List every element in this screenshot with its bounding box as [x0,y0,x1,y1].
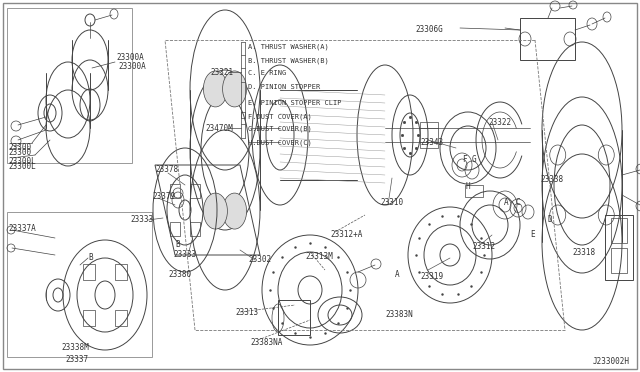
Text: 23302: 23302 [248,255,271,264]
Ellipse shape [204,71,227,107]
Text: 23310: 23310 [380,198,403,207]
Text: 23338M: 23338M [61,343,89,352]
Text: 23379: 23379 [152,192,175,201]
Bar [420,122,438,148]
Text: E: E [530,230,534,239]
Bar [115,264,127,280]
Bar [7,212,152,357]
Text: 23300L: 23300L [8,157,36,167]
Bar [465,185,483,197]
Text: 23321: 23321 [210,68,233,77]
Text: 23378: 23378 [155,165,178,174]
Text: H.DUST COVER(C): H.DUST COVER(C) [248,140,312,147]
Bar [115,310,127,326]
Text: D. PINION STOPPER: D. PINION STOPPER [248,84,320,90]
Text: 23300L: 23300L [8,162,36,171]
Text: 23343: 23343 [420,138,443,147]
Text: B: B [175,240,180,249]
Bar [170,184,180,198]
Text: 23312: 23312 [472,242,495,251]
Text: 23300A: 23300A [118,62,146,71]
Text: 23319: 23319 [420,272,443,281]
Text: 23383NA: 23383NA [250,338,282,347]
Text: G.DUST COVER(B): G.DUST COVER(B) [248,126,312,132]
Text: 23318: 23318 [572,248,595,257]
Bar [190,184,200,198]
Text: 23313: 23313 [235,308,258,317]
Bar [170,222,180,236]
Bar [520,18,575,60]
Bar [611,248,627,273]
Text: 23337: 23337 [65,355,88,364]
Bar [611,218,627,243]
Bar [190,222,200,236]
Text: F.DUST COVER(A): F.DUST COVER(A) [248,114,312,121]
Bar [83,310,95,326]
Text: J233002H: J233002H [593,357,630,366]
Text: 23313M: 23313M [305,252,333,261]
Text: C: C [516,198,520,207]
Text: 23322: 23322 [488,118,511,127]
Text: 23306G: 23306G [415,25,443,34]
Text: D: D [548,215,552,224]
Text: 23300: 23300 [8,148,31,157]
Text: 23333: 23333 [173,250,196,259]
Ellipse shape [223,71,246,107]
Ellipse shape [204,193,227,229]
Text: 23333: 23333 [130,215,153,224]
Text: E. PINION STOPPER CLIP: E. PINION STOPPER CLIP [248,100,342,106]
Bar [278,300,310,335]
Text: F: F [462,155,467,164]
Text: B. THRUST WASHER(B): B. THRUST WASHER(B) [248,57,329,64]
Text: 23300A: 23300A [116,54,144,62]
Ellipse shape [223,193,246,229]
Text: C. E RING: C. E RING [248,70,286,76]
Bar [7,8,132,163]
Text: H: H [465,182,470,191]
Text: B: B [88,253,93,262]
Bar [83,264,95,280]
Text: 23312+A: 23312+A [330,230,362,239]
Bar [605,215,633,280]
Text: A. THRUST WASHER(A): A. THRUST WASHER(A) [248,44,329,51]
Text: 23338: 23338 [540,175,563,184]
Text: 23380: 23380 [168,270,191,279]
Text: A: A [395,270,399,279]
Text: 23470M: 23470M [205,124,233,133]
Text: G: G [472,155,477,164]
Text: 23300: 23300 [8,144,31,153]
Text: A: A [504,198,509,207]
Text: 23383N: 23383N [385,310,413,319]
Text: 23337A: 23337A [8,224,36,233]
